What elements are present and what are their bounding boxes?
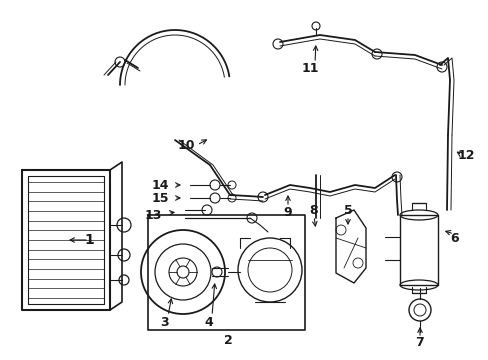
- Text: 9: 9: [283, 206, 292, 219]
- Text: 1: 1: [84, 233, 94, 247]
- Text: 7: 7: [415, 336, 424, 348]
- Text: 10: 10: [177, 139, 195, 152]
- Text: 8: 8: [309, 203, 318, 216]
- Text: 12: 12: [457, 149, 474, 162]
- Text: 2: 2: [223, 333, 232, 346]
- Text: 5: 5: [343, 203, 352, 216]
- Text: 15: 15: [152, 192, 169, 204]
- Text: 14: 14: [152, 179, 169, 192]
- Text: 4: 4: [203, 315, 212, 328]
- Text: 13: 13: [145, 208, 162, 221]
- Text: 11: 11: [301, 62, 318, 75]
- Text: 6: 6: [449, 231, 458, 244]
- Text: 3: 3: [160, 315, 168, 328]
